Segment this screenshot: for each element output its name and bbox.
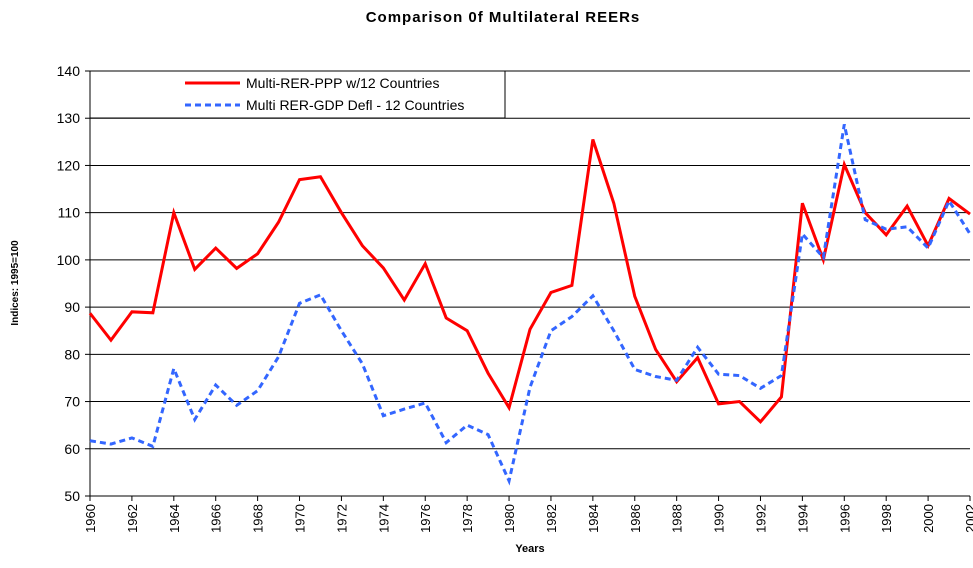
x-tick-label: 2000 [921, 504, 936, 533]
y-tick-label: 70 [64, 394, 80, 410]
x-tick-label: 1970 [293, 504, 308, 533]
x-tick-label: 2002 [963, 504, 973, 533]
x-tick-label: 1960 [83, 504, 98, 533]
x-tick-label: 1966 [209, 504, 224, 533]
x-tick-label: 1978 [460, 504, 475, 533]
y-tick-label: 60 [64, 441, 80, 457]
x-tick-label: 1982 [544, 504, 559, 533]
x-tick-label: 1996 [837, 504, 852, 533]
y-tick-label: 120 [57, 157, 81, 173]
x-tick-label: 1980 [502, 504, 517, 533]
x-tick-label: 1964 [167, 504, 182, 533]
x-tick-label: 1974 [376, 504, 391, 533]
y-tick-label: 130 [57, 110, 81, 126]
y-tick-label: 140 [57, 63, 81, 79]
x-tick-label: 1962 [125, 504, 140, 533]
chart-title: Comparison 0f Multilateral REERs [366, 9, 641, 26]
x-tick-label: 1968 [251, 504, 266, 533]
legend-label: Multi RER-GDP Defl - 12 Countries [246, 97, 464, 113]
y-tick-label: 80 [64, 346, 80, 362]
x-tick-label: 1992 [753, 504, 768, 533]
x-tick-label: 1976 [418, 504, 433, 533]
x-tick-label: 1988 [670, 504, 685, 533]
y-tick-label: 100 [57, 252, 81, 268]
y-tick-label: 50 [64, 488, 80, 504]
x-tick-label: 1972 [334, 504, 349, 533]
x-tick-label: 1986 [628, 504, 643, 533]
legend-label: Multi-RER-PPP w/12 Countries [246, 75, 439, 91]
line-series [88, 139, 971, 425]
y-tick-label: 110 [58, 205, 81, 221]
x-tick-label: 1984 [586, 504, 601, 533]
y-axis-label: Indices: 1995=100 [10, 240, 21, 326]
x-axis-label: Years [515, 543, 544, 555]
x-tick-label: 1994 [795, 504, 810, 533]
y-tick-label: 90 [64, 299, 80, 315]
line-series [89, 124, 972, 486]
x-tick-label: 1990 [712, 504, 727, 533]
x-tick-label: 1998 [879, 504, 894, 533]
legend-box [89, 70, 506, 119]
